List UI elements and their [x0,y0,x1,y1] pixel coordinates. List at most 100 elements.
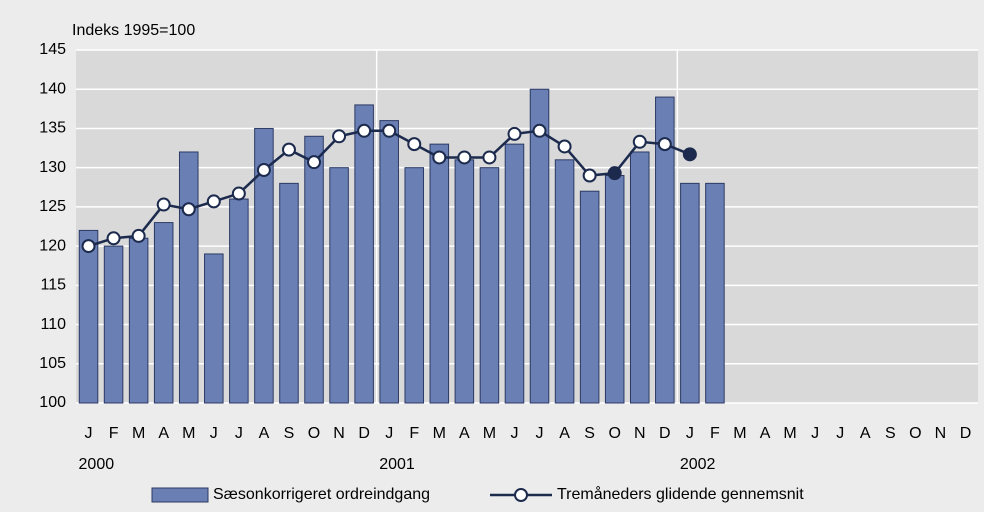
x-tick-label: A [459,425,470,442]
x-tick-label: O [909,425,921,442]
bar [229,198,249,404]
bar [254,127,274,404]
y-tick-label: 140 [39,80,66,97]
bar [78,229,99,404]
line-marker [582,168,597,183]
bar [429,143,450,404]
x-tick-label: J [536,425,544,442]
x-tick-label: S [584,425,595,442]
y-tick-label: 145 [39,41,66,58]
legend-label: Sæsonkorrigeret ordreindgang [213,486,430,503]
line-marker [407,137,422,152]
line-marker [106,231,121,246]
x-tick-label: F [710,425,720,442]
y-axis-label: Indeks 1995=100 [72,22,195,39]
y-tick-label: 130 [39,159,66,176]
bar [279,182,299,404]
legend-label: Tremåneders glidende gennemsnit [557,485,804,503]
x-tick-label: M [483,425,496,442]
line-marker [256,163,271,178]
bar [579,190,600,404]
line-marker [281,142,296,157]
year-label: 2002 [680,456,716,473]
line-marker [357,123,372,138]
bar [554,159,575,404]
x-tick-label: F [109,425,119,442]
bar [655,96,675,404]
bar [629,151,650,404]
x-tick-label: S [284,425,295,442]
year-label: 2001 [379,456,415,473]
x-tick-label: D [358,425,370,442]
line-marker [81,239,96,254]
x-tick-label: J [510,425,518,442]
line-marker [607,166,622,181]
x-tick-label: M [433,425,446,442]
x-tick-label: J [235,425,243,442]
bar [354,104,374,404]
x-tick-label: J [811,425,819,442]
y-tick-label: 100 [39,394,66,411]
x-tick-label: A [860,425,871,442]
line-marker [557,139,572,154]
x-tick-label: N [333,425,345,442]
bar [204,253,224,404]
bar [604,175,625,404]
x-tick-label: D [659,425,671,442]
bar [705,182,725,404]
bar [504,143,525,404]
line-marker [482,150,497,165]
x-tick-label: M [733,425,746,442]
line-marker [657,137,672,152]
line-marker [457,150,472,165]
y-tick-label: 125 [39,198,66,215]
x-tick-label: N [935,425,947,442]
bar [529,88,550,404]
x-tick-label: F [409,425,419,442]
year-label: 2000 [79,456,115,473]
line-marker [332,129,347,144]
bar [304,135,324,404]
bar [479,167,500,404]
line-marker [181,202,196,217]
x-tick-label: J [210,425,218,442]
bar [404,167,425,404]
bar [454,159,475,404]
line-marker [131,228,146,243]
plot-area [76,50,978,403]
x-tick-label: O [608,425,620,442]
bar [379,120,399,404]
line-marker [432,150,447,165]
line-marker [231,186,246,201]
x-tick-label: A [158,425,169,442]
line-marker [307,155,322,170]
line-marker [156,197,171,212]
x-tick-label: N [634,425,646,442]
x-tick-label: A [259,425,270,442]
line-marker [682,147,697,162]
bar [103,245,124,404]
x-tick-label: J [686,425,694,442]
line-marker [206,194,221,209]
x-tick-label: S [885,425,896,442]
line-marker [507,126,522,141]
y-tick-label: 120 [39,237,66,254]
x-tick-label: M [182,425,195,442]
x-tick-label: M [783,425,796,442]
x-tick-label: O [308,425,320,442]
y-tick-label: 105 [39,355,66,372]
y-tick-label: 115 [40,277,66,294]
bar [153,222,174,404]
bar [128,237,149,404]
y-tick-label: 110 [40,316,66,333]
line-marker [632,134,647,149]
x-tick-label: D [960,425,972,442]
x-tick-label: A [760,425,771,442]
legend-swatch [514,488,528,502]
x-tick-label: J [836,425,844,442]
x-tick-label: M [132,425,145,442]
line-marker [532,123,547,138]
y-tick-label: 135 [39,120,66,137]
x-tick-label: J [85,425,93,442]
